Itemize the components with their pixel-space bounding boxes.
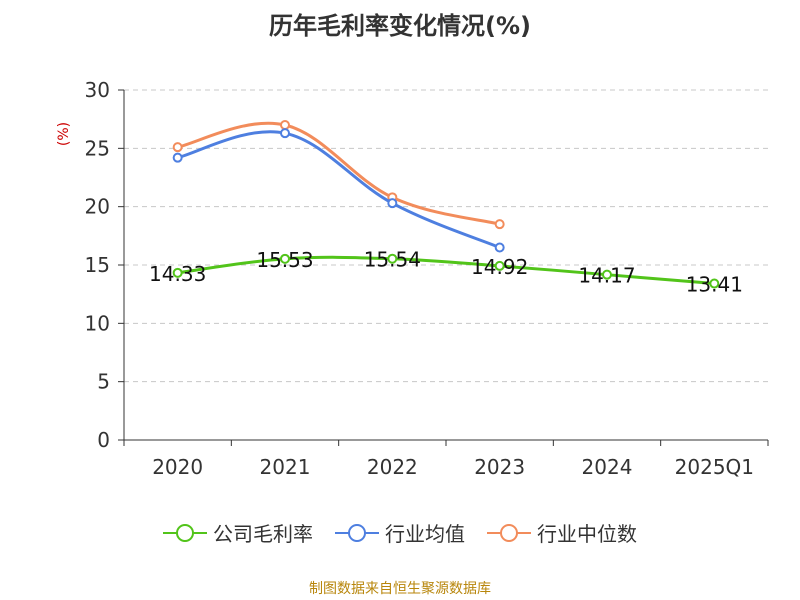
data-label: 14.92 — [471, 255, 528, 279]
x-tick-label: 2024 — [582, 455, 633, 479]
x-tick-label: 2020 — [152, 455, 203, 479]
legend-line-circle-icon — [487, 523, 531, 543]
series-line — [177, 255, 715, 286]
data-point — [387, 198, 398, 209]
data-label-layer: 14.33 15.53 15.54 14.92 14.17 13.41 — [149, 248, 743, 297]
legend-label: 公司毛利率 — [213, 522, 313, 546]
legend: 公司毛利率 行业均值 行业中位数 — [0, 518, 800, 547]
series-layer — [172, 120, 720, 289]
y-tick-label: 15 — [85, 253, 110, 277]
data-label: 13.41 — [686, 273, 743, 297]
legend-label: 行业均值 — [385, 522, 465, 546]
x-tick-label: 2025Q1 — [675, 455, 754, 479]
data-point — [387, 253, 398, 264]
data-point — [602, 269, 612, 280]
series-line — [177, 130, 501, 249]
data-label: 15.54 — [364, 248, 421, 272]
data-point — [172, 142, 183, 153]
y-tick-label: 0 — [97, 428, 110, 452]
chart-title: 历年毛利率变化情况(%) — [269, 12, 531, 40]
x-tick-label: 2022 — [367, 455, 418, 479]
series-line — [177, 121, 501, 226]
data-label: 14.17 — [578, 264, 635, 288]
legend-line-circle-icon — [163, 523, 207, 543]
legend-item-industry-mean[interactable]: 行业均值 — [335, 518, 465, 547]
y-tick-label: 10 — [85, 311, 110, 335]
y-tick-label: 5 — [97, 370, 110, 394]
data-label: 14.33 — [149, 262, 206, 286]
y-tick-label: 20 — [85, 195, 110, 219]
data-point — [172, 152, 183, 163]
x-tick-label: 2023 — [474, 455, 525, 479]
axis-layer: 0 5 10 15 20 25 30 2020 2021 2022 2023 2024 2025Q1 — [85, 78, 769, 479]
y-tick-label: 25 — [85, 136, 110, 160]
legend-label: 行业中位数 — [537, 522, 637, 546]
data-point — [494, 242, 505, 253]
legend-item-company[interactable]: 公司毛利率 — [163, 518, 313, 547]
legend-item-industry-median[interactable]: 行业中位数 — [487, 518, 637, 547]
data-point — [709, 278, 720, 289]
data-point — [494, 219, 505, 230]
data-point — [280, 253, 290, 264]
x-tick-label: 2021 — [260, 455, 311, 479]
legend-line-circle-icon — [335, 523, 379, 543]
data-label: 15.53 — [256, 248, 313, 272]
source-note: 制图数据来自恒生聚源数据库 — [309, 581, 491, 597]
data-point — [280, 128, 290, 139]
data-point — [172, 267, 183, 278]
y-tick-label: 30 — [85, 78, 110, 102]
data-point — [494, 260, 505, 271]
data-point — [280, 120, 290, 130]
